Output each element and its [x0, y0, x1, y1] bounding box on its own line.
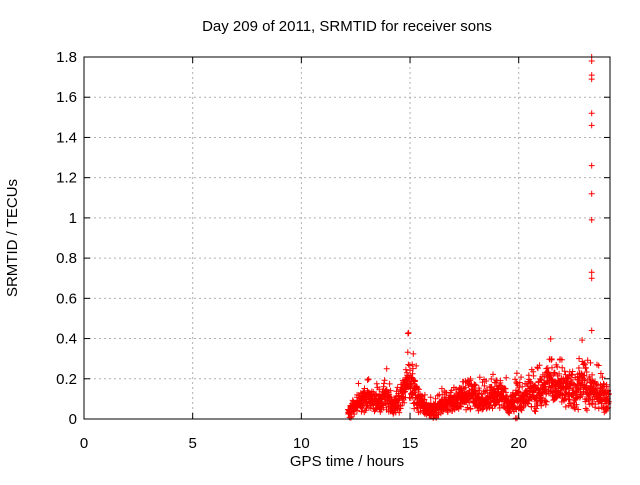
y-tick-label: 1.6 — [56, 89, 77, 106]
grid-lines — [84, 57, 610, 419]
y-tick-label: 0.8 — [56, 250, 77, 267]
y-tick-label: 0 — [69, 411, 77, 428]
chart-title: Day 209 of 2011, SRMTID for receiver son… — [202, 18, 492, 35]
x-tick-label: 0 — [80, 435, 88, 452]
x-axis-label: GPS time / hours — [290, 453, 404, 470]
y-tick-label: 1.4 — [56, 129, 77, 146]
y-tick-label: 1.8 — [56, 49, 77, 66]
x-tick-label: 10 — [293, 435, 310, 452]
y-axis-label: SRMTID / TECUs — [4, 179, 21, 297]
y-tick-label: 1.2 — [56, 170, 77, 187]
x-tick-label: 20 — [510, 435, 527, 452]
y-tick-label: 0.4 — [56, 331, 77, 348]
y-tick-label: 0.2 — [56, 371, 77, 388]
x-tick-label: 5 — [189, 435, 197, 452]
x-tick-label: 15 — [402, 435, 419, 452]
tick-labels: 0 5 10 15 20 0 0.2 0.4 0.6 0.8 1 1.2 1.4 1.6 1.8 — [56, 49, 527, 452]
y-tick-label: 0.6 — [56, 290, 77, 307]
y-tick-label: 1 — [69, 210, 77, 227]
axis-ticks — [83, 56, 610, 420]
plot-frame — [83, 56, 611, 420]
scatter-points — [345, 54, 612, 422]
